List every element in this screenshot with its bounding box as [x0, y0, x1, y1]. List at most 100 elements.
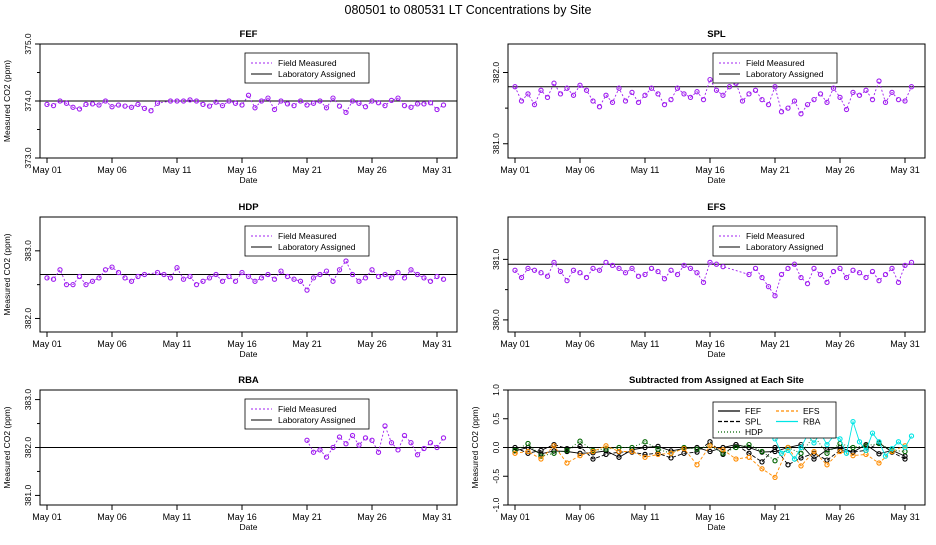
data-point	[89, 278, 96, 284]
data-point	[57, 98, 63, 104]
x-tick-label: May 16	[227, 165, 257, 175]
data-point	[824, 441, 830, 448]
data-point	[291, 276, 297, 282]
data-point	[330, 95, 336, 101]
data-point	[336, 434, 343, 440]
data-point	[765, 101, 772, 108]
data-point	[284, 101, 291, 107]
data-point	[525, 440, 531, 447]
data-point	[811, 456, 817, 462]
data-point	[882, 99, 889, 106]
data-point	[746, 271, 752, 278]
data-point	[557, 91, 564, 97]
data-point	[648, 265, 655, 272]
x-tick-label: May 21	[292, 339, 322, 349]
data-point	[603, 92, 609, 98]
data-point	[863, 274, 869, 281]
data-point	[232, 278, 239, 284]
data-point	[564, 447, 570, 454]
data-point	[876, 439, 882, 445]
data-point	[746, 91, 752, 97]
data-point	[668, 450, 674, 456]
data-point	[434, 444, 440, 451]
y-tick-label: -0.5	[491, 469, 501, 484]
data-point	[648, 85, 655, 91]
data-point	[297, 278, 304, 284]
panel-efs: EFS May 01 May 06 May 11 May 16 May 21 May 26 M…	[491, 202, 926, 359]
y-tick-label: 382.0	[491, 62, 501, 84]
data-point	[343, 441, 349, 447]
data-point	[226, 98, 232, 104]
data-point	[343, 258, 349, 264]
data-point	[44, 101, 50, 108]
data-point	[603, 446, 609, 452]
data-point	[349, 432, 356, 439]
data-point	[856, 270, 863, 276]
panel-spl: SPL May 01 May 06 May 11 May 16 May 21 May 26 M…	[491, 29, 926, 185]
data-point	[278, 98, 284, 104]
data-point	[336, 267, 343, 273]
data-point	[824, 462, 830, 468]
data-point	[258, 275, 265, 281]
data-point	[128, 278, 135, 284]
data-point	[609, 262, 616, 269]
series-line-field-measured	[46, 260, 444, 291]
data-point	[187, 97, 193, 103]
data-point	[791, 456, 798, 462]
x-tick-label: May 01	[500, 512, 530, 522]
x-tick-label: May 01	[32, 512, 62, 522]
data-point	[700, 279, 707, 286]
data-point	[694, 449, 700, 455]
data-point	[694, 462, 700, 468]
legend-box	[712, 52, 838, 84]
data-point	[115, 102, 122, 108]
y-tick-label: 0.0	[491, 441, 501, 453]
data-point	[258, 98, 265, 104]
data-point	[109, 104, 115, 110]
x-tick-label: May 21	[760, 339, 790, 349]
x-tick-label: May 21	[292, 512, 322, 522]
y-tick-label: 1.0	[491, 384, 501, 396]
data-point	[440, 102, 447, 108]
data-point	[908, 84, 915, 90]
data-point	[408, 440, 414, 446]
data-point	[63, 100, 70, 106]
data-point	[70, 281, 76, 288]
data-point	[395, 95, 401, 101]
data-point	[239, 102, 245, 108]
data-point	[362, 104, 369, 110]
data-point	[564, 445, 570, 452]
data-point	[876, 78, 882, 84]
data-point	[375, 273, 382, 280]
data-point	[96, 102, 102, 108]
legend-label: Field Measured	[278, 58, 337, 68]
data-point	[772, 444, 778, 451]
x-tick-label: May 16	[695, 512, 725, 522]
data-point	[375, 449, 382, 455]
data-point	[869, 268, 876, 275]
data-point	[356, 278, 362, 284]
x-axis-label: Date	[240, 175, 258, 185]
data-point	[876, 460, 882, 466]
legend-label: SPL	[745, 417, 761, 427]
data-point	[102, 98, 109, 104]
legend-label: Laboratory Assigned	[278, 69, 356, 79]
data-point	[265, 95, 271, 101]
data-point	[401, 275, 408, 281]
data-point	[154, 269, 161, 276]
data-point	[895, 439, 902, 445]
plot-frame	[507, 216, 926, 333]
x-tick-label: May 16	[227, 339, 257, 349]
x-tick-label: May 06	[97, 165, 127, 175]
x-tick-label: May 31	[422, 512, 452, 522]
x-tick-label: May 06	[97, 339, 127, 349]
data-point	[694, 446, 700, 452]
data-point	[655, 443, 661, 450]
data-point	[317, 271, 323, 278]
data-point	[863, 447, 869, 454]
data-point	[811, 265, 817, 272]
data-point	[681, 91, 687, 97]
data-point	[122, 103, 128, 109]
data-point	[843, 450, 850, 456]
data-point	[206, 103, 213, 109]
